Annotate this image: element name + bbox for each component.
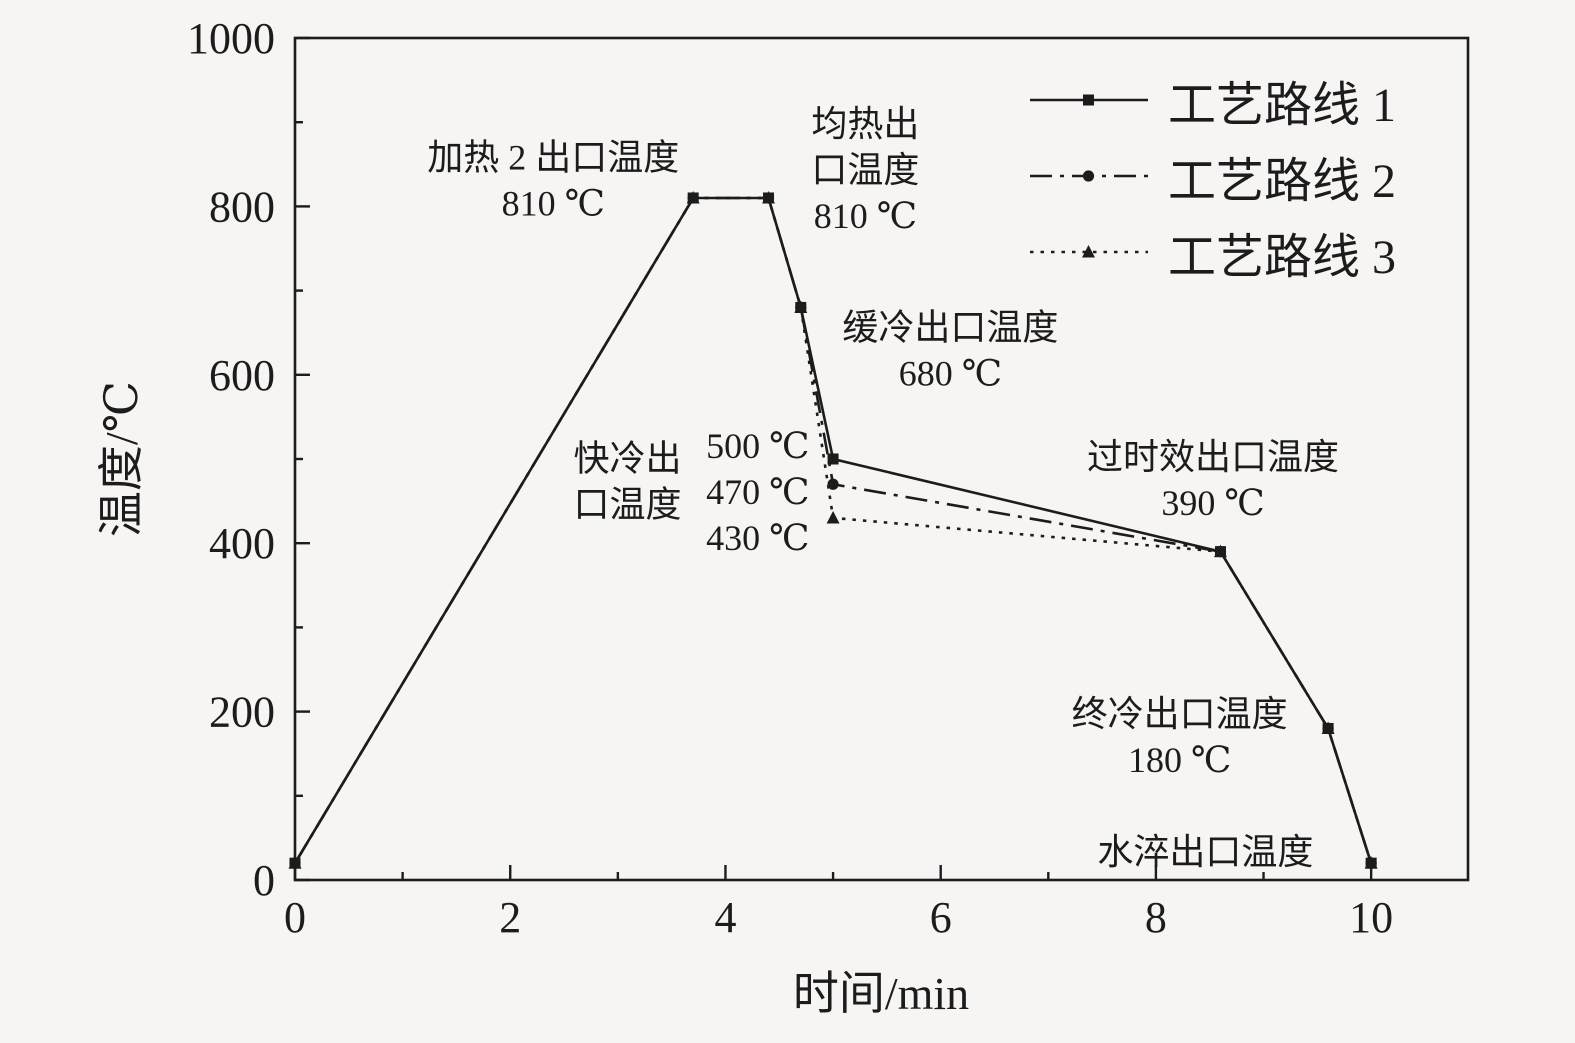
legend-line-sample-route-2	[1030, 170, 1148, 182]
triangle-marker	[1364, 856, 1378, 869]
axis-ticks	[293, 36, 1373, 882]
legend-item-route-1: 工艺路线 1	[1028, 62, 1396, 138]
legend-label-route-1: 工艺路线 1	[1168, 79, 1397, 132]
x-axis-title: 时间/min	[792, 968, 970, 1019]
x-tick-label: 4	[714, 893, 736, 942]
triangle-marker	[686, 190, 700, 204]
x-tick-label: 10	[1349, 893, 1393, 942]
legend: 工艺路线 1 工艺路线 2 工艺路线 3	[1028, 62, 1396, 290]
circle-marker	[827, 478, 839, 490]
triangle-marker	[1321, 721, 1335, 734]
square-marker	[1083, 94, 1094, 106]
axis-tick-labels: 0 2 4 6 8 10 0 200 400 600 800 1000	[187, 14, 1393, 942]
legend-line-sample-route-1	[1030, 94, 1148, 106]
annotation-overaging-exit: 过时效出口温度 390 ℃	[1087, 437, 1339, 523]
series-route-3	[288, 190, 1378, 869]
x-tick-label: 8	[1145, 893, 1167, 942]
triangle-marker	[1082, 245, 1095, 258]
triangle-marker	[762, 190, 776, 204]
annotation-fast-cool-temps: 500 ℃ 470 ℃ 430 ℃	[706, 426, 809, 558]
y-tick-label: 800	[209, 182, 275, 231]
triangle-marker	[1213, 544, 1227, 558]
y-tick-label: 400	[209, 519, 275, 568]
legend-label-route-2: 工艺路线 2	[1168, 155, 1397, 208]
annotation-heating2-exit: 加热 2 出口温度 810 ℃	[427, 137, 679, 223]
annotation-water-quench-exit: 水淬出口温度	[1097, 832, 1313, 872]
circle-marker	[1082, 170, 1095, 182]
y-tick-label: 600	[209, 351, 275, 400]
annotation-final-cool-exit: 终冷出口温度 180 ℃	[1072, 694, 1288, 780]
legend-item-route-3: 工艺路线 3	[1028, 214, 1396, 290]
x-tick-label: 2	[499, 893, 521, 942]
series-line	[293, 196, 1373, 864]
annotation-soaking-exit: 均热出口温度 810 ℃	[811, 104, 919, 236]
y-tick-label: 1000	[187, 14, 275, 63]
annotations: 加热 2 出口温度 810 ℃ 均热出口温度 810 ℃ 缓冷出口温度 680 ℃ 快冷出口…	[427, 104, 1339, 872]
triangle-marker	[288, 856, 302, 869]
y-tick-label: 0	[253, 856, 275, 905]
annotation-fast-cool-exit: 快冷出口温度	[574, 439, 682, 525]
annotation-slow-cool-exit: 缓冷出口温度 680 ℃	[842, 307, 1058, 393]
x-tick-label: 6	[930, 893, 952, 942]
triangle-marker	[794, 300, 808, 313]
y-axis-title: 温度/℃	[96, 380, 147, 538]
square-marker	[827, 453, 839, 465]
legend-label-route-3: 工艺路线 3	[1168, 231, 1397, 284]
legend-line-sample-route-3	[1030, 245, 1148, 258]
y-tick-label: 200	[209, 688, 275, 737]
x-tick-label: 0	[284, 893, 306, 942]
legend-item-route-2: 工艺路线 2	[1028, 138, 1396, 214]
triangle-marker	[826, 510, 840, 524]
